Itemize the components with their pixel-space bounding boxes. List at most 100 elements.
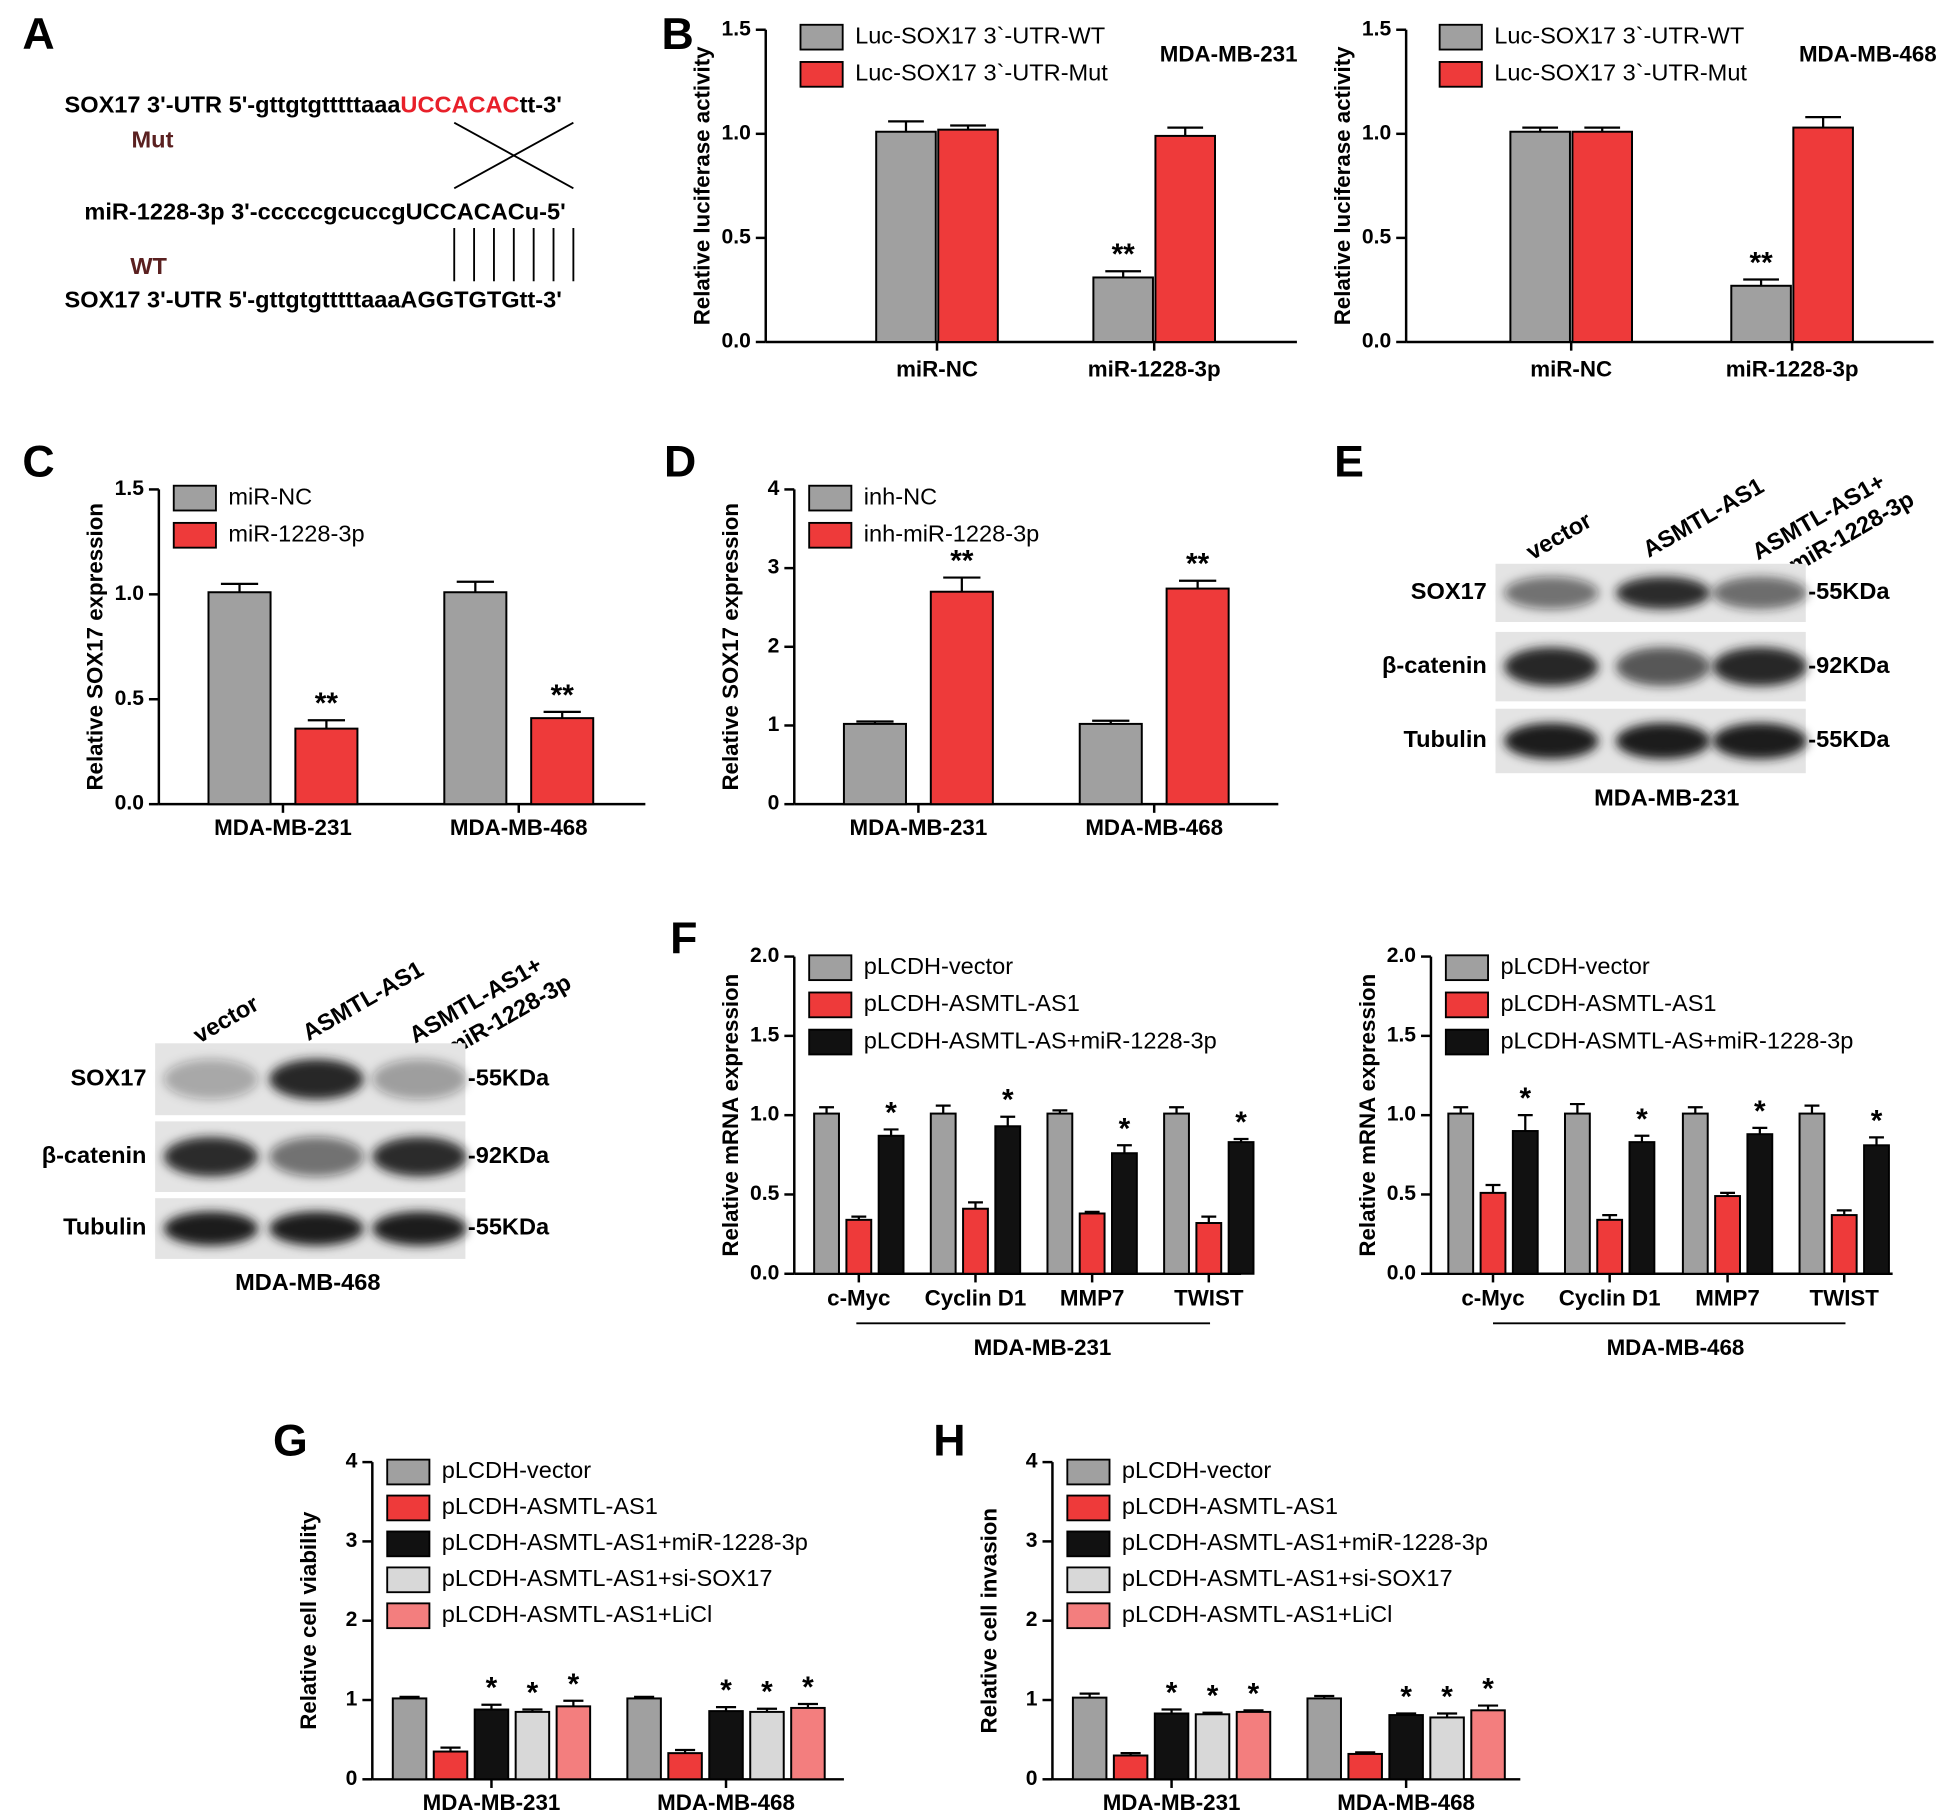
error-bar (1602, 1213, 1618, 1220)
mirna-sequence: miR-1228-3p 3'-cccccgcuccgUCCACACu-5' (84, 198, 565, 224)
significance: * (527, 1677, 539, 1710)
error-bar (950, 124, 986, 130)
wt-sequence: SOX17 3'-UTR 5'-gttgtgtttttaaaAGGTGTGtt-… (65, 286, 562, 312)
error-bar (756, 1707, 778, 1712)
bar (1628, 1141, 1656, 1275)
error-bar (1396, 1712, 1417, 1716)
blot-band (163, 1211, 259, 1246)
panel-label: D (664, 437, 696, 486)
y-tick-label: 0.5 (1362, 225, 1392, 248)
bar (1714, 1195, 1741, 1275)
y-tick-label: 0.5 (1387, 1182, 1417, 1205)
blot-band (1712, 576, 1807, 610)
legend-swatch (1444, 954, 1489, 982)
error-bar (1720, 1191, 1736, 1197)
bar (1194, 1713, 1231, 1781)
error-bar (1522, 126, 1559, 132)
significance: * (885, 1096, 897, 1129)
x-tick-label: Cyclin D1 (1559, 1286, 1661, 1311)
protein-label: β-catenin (1382, 652, 1487, 678)
significance: * (568, 1668, 580, 1701)
legend-swatch (1066, 1494, 1111, 1522)
bar (749, 1710, 785, 1781)
chart: 0 1 2 3 4 Relative SOX17 expression MDA-MB-231… (718, 477, 1279, 840)
error-bar (935, 1104, 951, 1114)
bar (1511, 1130, 1539, 1275)
group-label: MDA-MB-231 (974, 1335, 1112, 1360)
blot-band (163, 1136, 259, 1177)
bar (875, 130, 937, 343)
legend-swatch (1066, 1530, 1111, 1558)
legend-label: pLCDH-ASMTL-AS1+si-SOX17 (442, 1565, 773, 1591)
error-bar (1453, 1106, 1469, 1114)
x-tick-label: MDA-MB-468 (450, 815, 588, 840)
x-tick-label: miR-1228-3p (1088, 356, 1221, 381)
error-bar (1120, 1752, 1141, 1756)
panel-label: F (670, 915, 697, 964)
y-tick-label: 0.5 (750, 1182, 780, 1205)
y-axis-label: Relative luciferase activity (1330, 46, 1355, 325)
legend-label: pLCDH-ASMTL-AS1+si-SOX17 (1122, 1565, 1453, 1591)
bar (1596, 1218, 1624, 1275)
bar (937, 128, 999, 343)
error-bar (1485, 1183, 1501, 1193)
blot-band (1504, 576, 1599, 610)
panel-label: H (933, 1416, 965, 1465)
bar (1509, 130, 1571, 343)
protein-label: β-catenin (42, 1142, 147, 1168)
legend-label: pLCDH-ASMTL-AS+miR-1228-3p (1500, 1027, 1853, 1053)
inset-label: MDA-MB-231 (1160, 42, 1298, 67)
bar (667, 1752, 703, 1781)
error-bar (1116, 1144, 1132, 1154)
bar (1071, 1696, 1108, 1781)
error-bar (1752, 1126, 1768, 1135)
blot-band (1615, 576, 1711, 610)
seq-site: UCCACAC (400, 92, 519, 118)
size-label: -55KDa (1808, 726, 1890, 752)
error-bar (307, 719, 346, 729)
error-bar (1202, 1711, 1223, 1715)
error-bar (1314, 1694, 1335, 1699)
significance: * (1002, 1084, 1014, 1117)
x-tick-label: MDA-MB-231 (214, 815, 352, 840)
y-tick-label: 4 (346, 1450, 358, 1473)
mut-sequence: SOX17 3'-UTR 5'-gttgtgtttttaaaUCCACACtt-… (65, 92, 562, 118)
chart: 0.0 0.5 1.0 1.5 2.0 Relative mRNA expression c… (718, 944, 1255, 1360)
error-bar (1584, 126, 1621, 132)
bar (443, 591, 508, 806)
bar (1154, 134, 1217, 343)
sequence-diagram: SOX17 3'-UTR 5'-gttgtgtttttaaaUCCACACtt-… (65, 92, 575, 312)
significance: ** (315, 687, 339, 720)
y-tick-label: 0 (1026, 1767, 1038, 1790)
legend-swatch (1066, 1566, 1111, 1594)
error-bar (1000, 1115, 1016, 1127)
error-bar (456, 580, 494, 593)
y-axis-label: Relative cell invasion (976, 1508, 1001, 1734)
y-axis-label: Relative mRNA expression (718, 974, 743, 1257)
legend-swatch (808, 954, 853, 982)
blot-band (1712, 647, 1807, 687)
legend-swatch (1066, 1458, 1111, 1486)
error-bar (1355, 1751, 1376, 1754)
y-tick-label: 1.0 (1387, 1103, 1416, 1126)
y-tick-label: 1.0 (722, 121, 751, 144)
bar (842, 722, 907, 806)
bar (877, 1134, 905, 1275)
error-bar (888, 120, 924, 132)
y-tick-label: 0.0 (722, 330, 751, 353)
legend-label: inh-NC (864, 483, 937, 509)
panel-label: G (273, 1416, 308, 1465)
error-bar (819, 1106, 834, 1114)
chart: 0.0 0.5 1.0 1.5 2.0 Relative mRNA expression c… (1355, 944, 1893, 1360)
error-bar (1092, 719, 1130, 724)
error-bar (856, 720, 894, 724)
protein-label: Tubulin (1403, 726, 1486, 752)
y-tick-label: 1.0 (750, 1103, 779, 1126)
protein-label: SOX17 (70, 1064, 146, 1090)
x-tick-label: MDA-MB-231 (423, 1790, 561, 1814)
y-tick-label: 1.5 (1362, 17, 1392, 40)
panel-label: C (22, 437, 54, 486)
legend-label: pLCDH-vector (1500, 953, 1649, 979)
significance: * (1235, 1106, 1247, 1139)
y-tick-label: 1.5 (1387, 1023, 1417, 1046)
